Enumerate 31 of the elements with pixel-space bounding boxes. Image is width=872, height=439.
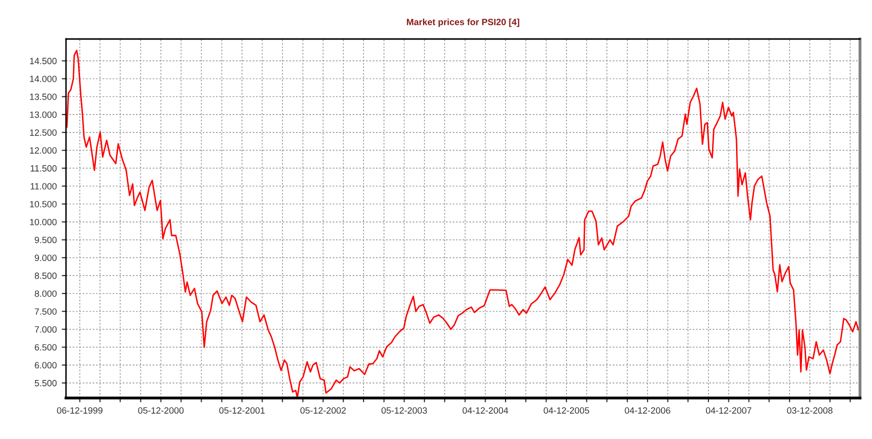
y-tick-label: 6.000 [34, 362, 57, 368]
y-tick-label: 14.500 [30, 58, 57, 64]
y-tick-label: 13.500 [30, 94, 57, 100]
x-tick-label: 05-12-2001 [219, 407, 265, 414]
y-tick-label: 11.500 [30, 165, 57, 172]
x-tick-label: 06-12-1999 [57, 407, 102, 414]
x-tick-label: 04-12-2005 [544, 407, 590, 414]
y-tick-label: 14.000 [30, 76, 57, 82]
line-series [66, 50, 860, 398]
y-tick-label: 8.000 [34, 290, 57, 297]
y-tick-label: 11.000 [30, 183, 57, 190]
y-tick-label: 12.500 [30, 129, 57, 136]
y-tick-label: 7.500 [34, 308, 57, 315]
y-tick-label: 5.500 [34, 380, 57, 386]
x-tick-label: 05-12-2002 [300, 407, 346, 414]
x-tick-label: 05-12-2000 [138, 407, 184, 414]
y-tick-label: 6.500 [34, 344, 57, 351]
y-tick-label: 9.500 [34, 236, 57, 244]
y-tick-label: 12.000 [30, 147, 57, 154]
y-tick-label: 7.000 [34, 326, 57, 333]
x-tick-label: 04-12-2004 [462, 407, 508, 414]
x-tick-label: 04-12-2006 [624, 407, 670, 414]
x-tick-label: 05-12-2003 [381, 407, 427, 414]
x-tick-label: 03-12-2008 [787, 407, 832, 414]
y-tick-label: 10.500 [30, 200, 57, 208]
y-tick-label: 13.000 [30, 111, 57, 118]
y-tick-label: 10.000 [30, 218, 57, 226]
y-tick-label: 8.500 [34, 272, 57, 279]
x-tick-label: 04-12-2007 [706, 407, 752, 414]
y-tick-label: 9.000 [34, 254, 57, 262]
chart-title: Market prices for PSI20 [4] [406, 18, 520, 27]
